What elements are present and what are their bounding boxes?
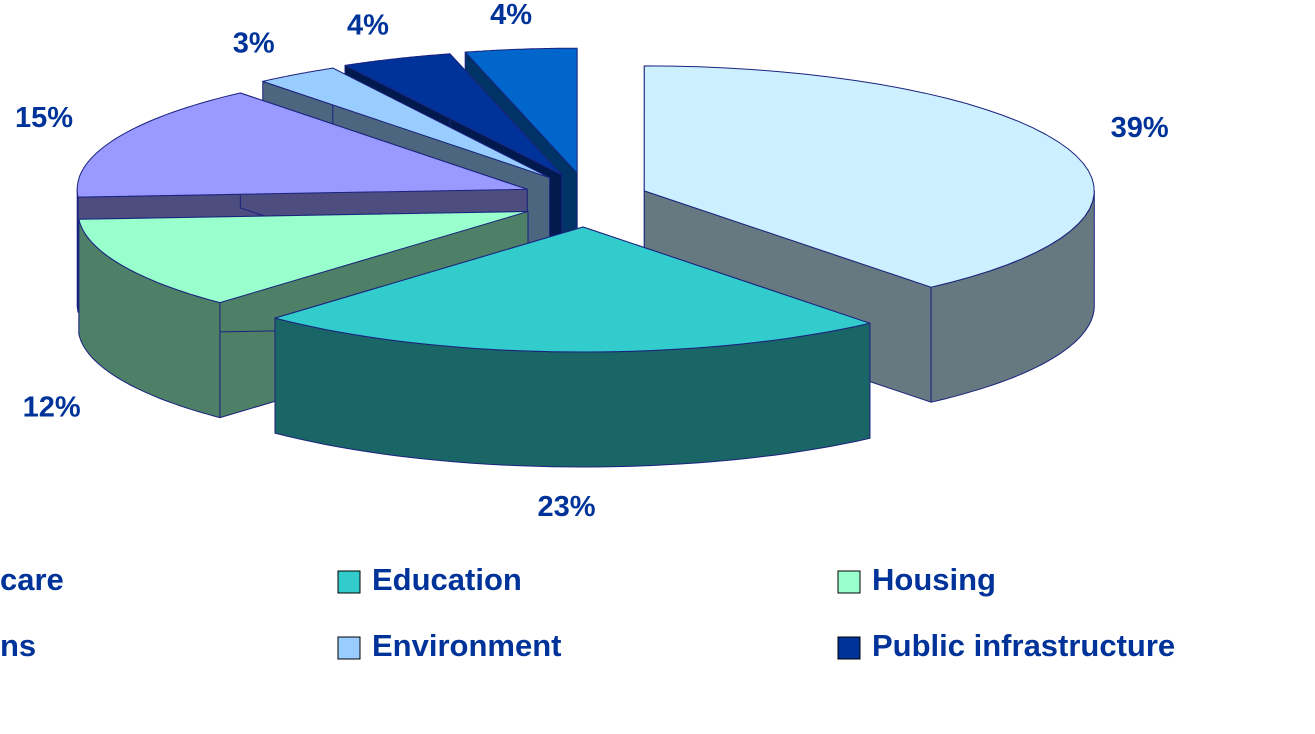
legend-label: Education: [372, 562, 522, 597]
data-label: 4%: [490, 0, 532, 31]
slice: [464, 47, 578, 174]
legend-label: Environment: [372, 628, 561, 663]
slice-side: [76, 188, 79, 313]
legend-label: care: [0, 562, 64, 597]
data-label: 23%: [537, 491, 595, 523]
legend-swatch: [837, 570, 861, 594]
legend-label: Housing: [872, 562, 996, 597]
slice: [344, 53, 563, 176]
data-label: 15%: [15, 102, 73, 134]
slice: [78, 210, 529, 304]
slice: [643, 65, 1095, 288]
slice: [262, 67, 551, 179]
legend-label: Public infrastructure: [872, 628, 1175, 663]
legend-swatch: [337, 570, 361, 594]
data-label: 12%: [23, 391, 81, 423]
legend-swatch: [837, 636, 861, 660]
slice: [76, 92, 528, 198]
data-label: 4%: [347, 10, 389, 42]
data-label: 39%: [1111, 112, 1169, 144]
data-label: 3%: [233, 27, 275, 59]
legend-swatch: [337, 636, 361, 660]
legend-label: ns: [0, 628, 36, 663]
slice: [274, 226, 871, 353]
